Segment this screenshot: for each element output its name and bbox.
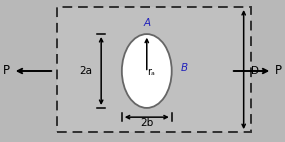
Bar	[57, 7, 251, 132]
Text: A: A	[143, 18, 150, 28]
Text: B: B	[181, 63, 188, 73]
Text: 2b: 2b	[140, 118, 153, 128]
Text: P: P	[3, 64, 10, 77]
Text: D: D	[251, 66, 258, 76]
Text: P: P	[275, 64, 282, 77]
Text: rₐ: rₐ	[147, 67, 155, 77]
Text: 2a: 2a	[79, 66, 92, 76]
Ellipse shape	[122, 34, 172, 108]
